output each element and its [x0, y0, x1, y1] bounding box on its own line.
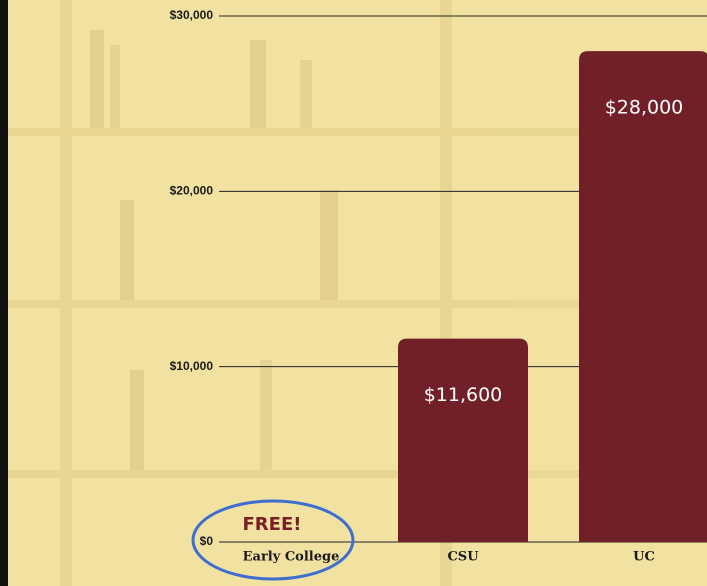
y-tick-label: $10,000	[170, 359, 214, 373]
value-label: $11,600	[424, 384, 503, 406]
value-label: FREE!	[243, 514, 302, 535]
left-edge	[0, 0, 8, 586]
y-tick-label: $20,000	[170, 184, 214, 198]
x-tick-label: Early College	[243, 550, 340, 565]
x-tick-label: UC	[633, 550, 655, 565]
bar	[579, 51, 707, 542]
y-tick-label: $0	[200, 534, 214, 548]
y-tick-label: $30,000	[170, 8, 214, 22]
value-label: $28,000	[605, 97, 684, 119]
chart: $0 $10,000 $20,000 $30,000 Early College FRE…	[0, 0, 707, 586]
page: {"chart_data": {"type": "bar", "categori…	[0, 0, 707, 586]
bar	[398, 339, 528, 542]
x-tick-label: CSU	[447, 550, 479, 565]
